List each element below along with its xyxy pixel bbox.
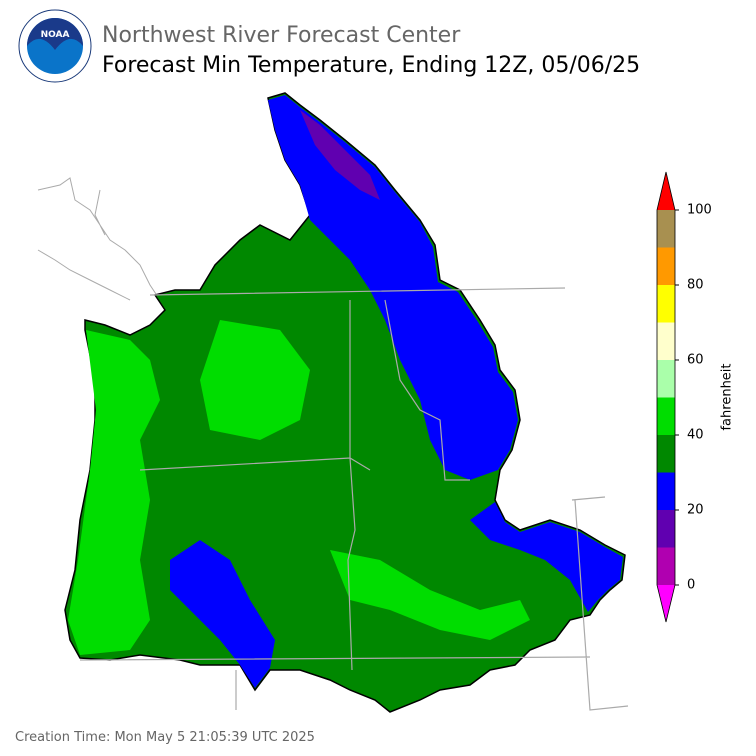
- colorbar-bin: [657, 547, 675, 585]
- colorbar-tick-label: 40: [687, 428, 704, 443]
- subtitle: Forecast Min Temperature, Ending 12Z, 05…: [102, 53, 640, 78]
- title: Northwest River Forecast Center: [102, 23, 461, 48]
- colorbar-bin: [657, 322, 675, 360]
- colorbar-over: [657, 172, 675, 210]
- colorbar-bin: [657, 510, 675, 548]
- creation-time: Creation Time: Mon May 5 21:05:39 UTC 20…: [15, 730, 315, 745]
- colorbar-tick-label: 0: [687, 578, 695, 593]
- zone-mild-snake: [330, 550, 530, 640]
- colorbar-tick-label: 60: [687, 353, 704, 368]
- colorbar-tick-label: 100: [687, 203, 712, 218]
- colorbar-bin: [657, 360, 675, 398]
- zone-very-cold: [300, 110, 380, 200]
- colorbar-bin: [657, 472, 675, 510]
- zone-cold-sw: [170, 540, 275, 688]
- coastline-bc: [37, 177, 161, 301]
- state-lines: [79, 287, 629, 711]
- zone-cold-se: [470, 502, 623, 612]
- colorbar-bin: [657, 397, 675, 435]
- zone-mild-basin: [200, 320, 310, 440]
- zone-mild-west: [68, 330, 160, 655]
- colorbar-bin: [657, 210, 675, 248]
- colorbar: 0 20 40 60 80 100: [656, 171, 712, 623]
- colorbar-bin: [657, 247, 675, 285]
- colorbar-tick-label: 20: [687, 503, 704, 518]
- colorbar-tick-label: 80: [687, 278, 704, 293]
- colorbar-bin: [657, 285, 675, 323]
- map: [37, 92, 629, 713]
- noaa-logo: NOAA: [18, 9, 92, 83]
- colorbar-bin: [657, 435, 675, 473]
- colorbar-under: [657, 585, 675, 622]
- zone-cold: [268, 95, 518, 480]
- colorbar-label: fahrenheit: [720, 363, 735, 430]
- logo-text: NOAA: [41, 30, 70, 40]
